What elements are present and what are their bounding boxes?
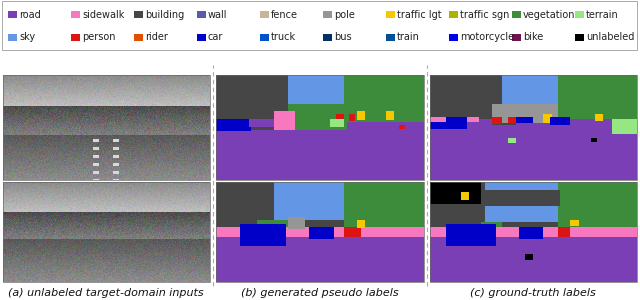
Bar: [3, 182, 210, 282]
Bar: [323, 34, 332, 41]
Bar: [134, 11, 143, 18]
Text: unlabeled: unlabeled: [586, 32, 634, 43]
Text: road: road: [19, 10, 41, 20]
Text: sidewalk: sidewalk: [82, 10, 124, 20]
Text: sky: sky: [19, 32, 35, 43]
Bar: [71, 11, 80, 18]
Bar: [512, 34, 521, 41]
Text: bike: bike: [523, 32, 543, 43]
Text: traffic lgt: traffic lgt: [397, 10, 442, 20]
Text: vegetation: vegetation: [523, 10, 575, 20]
Bar: [512, 11, 521, 18]
Bar: [449, 34, 458, 41]
Text: building: building: [145, 10, 184, 20]
Text: traffic sgn: traffic sgn: [460, 10, 509, 20]
Bar: [8, 34, 17, 41]
Text: truck: truck: [271, 32, 296, 43]
Text: (b) generated pseudo labels: (b) generated pseudo labels: [241, 288, 399, 298]
Bar: [575, 34, 584, 41]
Bar: [449, 11, 458, 18]
Bar: [197, 34, 206, 41]
Text: wall: wall: [208, 10, 227, 20]
Text: bus: bus: [334, 32, 351, 43]
Bar: [8, 11, 17, 18]
FancyBboxPatch shape: [2, 1, 637, 50]
Bar: [260, 11, 269, 18]
Bar: [575, 11, 584, 18]
Bar: [386, 11, 395, 18]
Text: car: car: [208, 32, 223, 43]
Text: pole: pole: [334, 10, 355, 20]
Bar: [386, 34, 395, 41]
Text: (c) ground-truth labels: (c) ground-truth labels: [470, 288, 596, 298]
Text: train: train: [397, 32, 420, 43]
Bar: [134, 34, 143, 41]
Bar: [430, 182, 637, 282]
Text: rider: rider: [145, 32, 168, 43]
Bar: [430, 75, 637, 180]
Bar: [216, 182, 424, 282]
Bar: [71, 34, 80, 41]
Text: person: person: [82, 32, 115, 43]
Text: fence: fence: [271, 10, 298, 20]
Text: terrain: terrain: [586, 10, 619, 20]
Text: (a) unlabeled target-domain inputs: (a) unlabeled target-domain inputs: [8, 288, 204, 298]
Bar: [197, 11, 206, 18]
Bar: [323, 11, 332, 18]
Bar: [260, 34, 269, 41]
Text: motorcycle: motorcycle: [460, 32, 514, 43]
Bar: [3, 75, 210, 180]
Bar: [216, 75, 424, 180]
